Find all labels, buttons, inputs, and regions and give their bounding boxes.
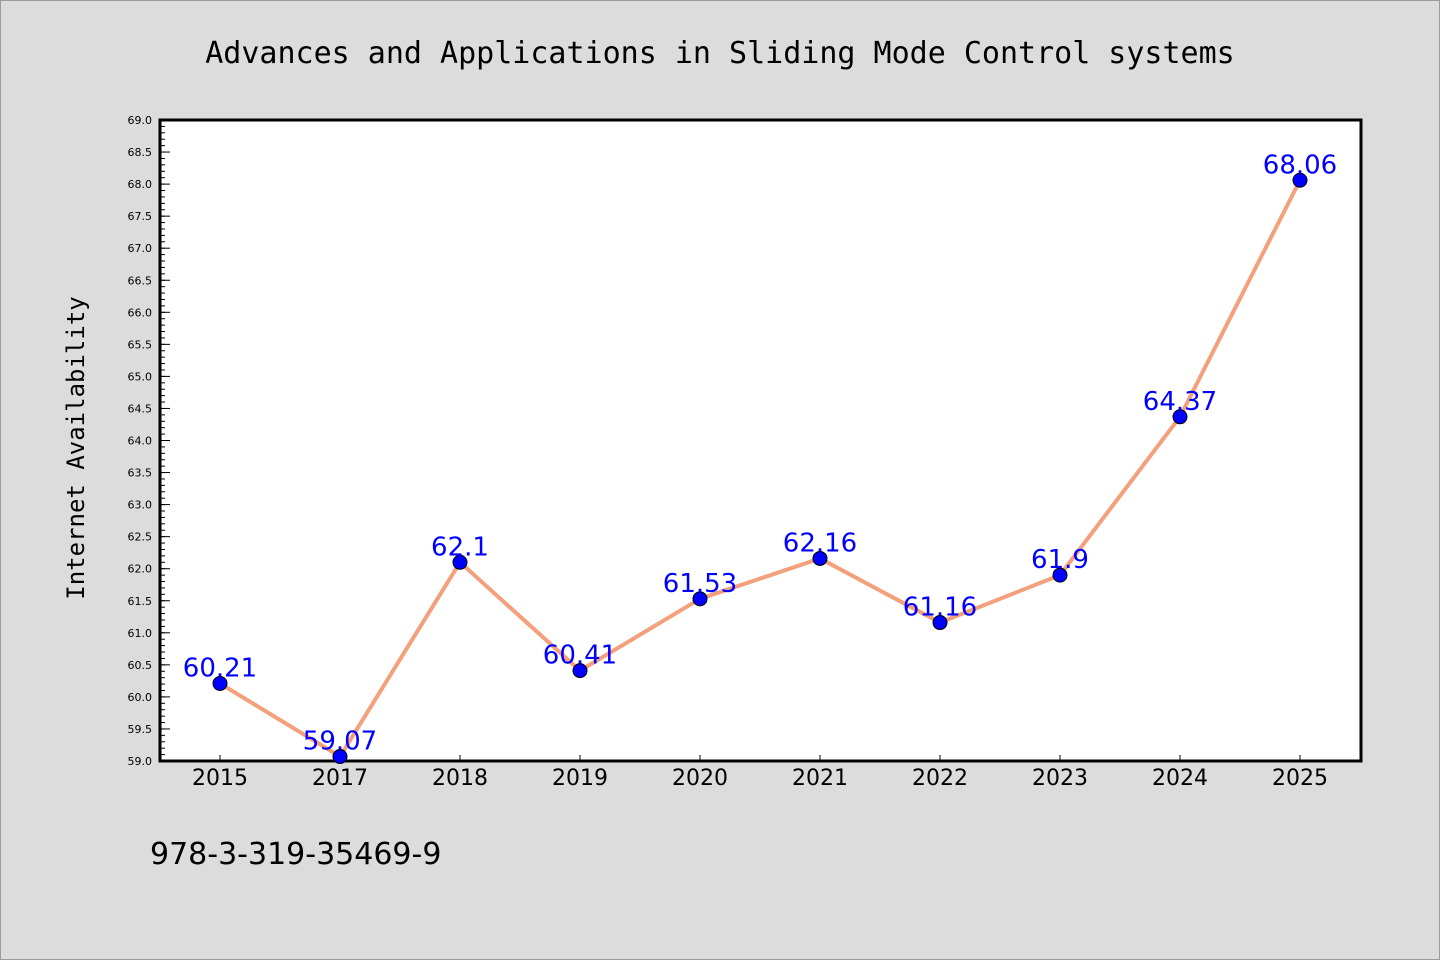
y-tick-label: 63.5 bbox=[128, 467, 153, 480]
data-label: 61.16 bbox=[903, 593, 977, 623]
series-line bbox=[218, 179, 1302, 759]
y-tick-label: 67.0 bbox=[128, 242, 153, 255]
data-label: 61.9 bbox=[1031, 545, 1089, 575]
data-label: 64.37 bbox=[1143, 387, 1217, 417]
x-tick-label: 2021 bbox=[792, 766, 848, 791]
data-label: 62.1 bbox=[431, 532, 489, 562]
y-tick-label: 66.0 bbox=[128, 306, 153, 319]
y-tick-label: 64.0 bbox=[128, 435, 153, 448]
y-tick-label: 60.5 bbox=[128, 659, 153, 672]
x-tick-label: 2024 bbox=[1152, 766, 1208, 791]
y-axis-label: Internet Availability bbox=[62, 296, 90, 599]
y-tick-label: 60.0 bbox=[128, 691, 153, 704]
data-label: 60.21 bbox=[183, 653, 257, 683]
y-tick-label: 59.0 bbox=[128, 755, 153, 768]
y-tick-label: 65.5 bbox=[128, 338, 153, 351]
x-tick-label: 2015 bbox=[192, 766, 248, 791]
data-label: 59.07 bbox=[303, 727, 377, 757]
data-point bbox=[1172, 409, 1188, 425]
y-tick-label: 68.5 bbox=[128, 146, 153, 159]
y-tick-label: 68.0 bbox=[128, 178, 153, 191]
data-label: 62.16 bbox=[783, 528, 857, 558]
x-tick-label: 2022 bbox=[912, 766, 968, 791]
x-tick-label: 2025 bbox=[1272, 766, 1328, 791]
data-point bbox=[1292, 172, 1308, 188]
x-tick-label: 2017 bbox=[312, 766, 368, 791]
x-tick-label: 2018 bbox=[432, 766, 488, 791]
y-tick-label: 62.5 bbox=[128, 531, 153, 544]
y-tick-label: 61.5 bbox=[128, 595, 153, 608]
y-tick-label: 66.5 bbox=[128, 274, 153, 287]
series-layer bbox=[212, 172, 1308, 765]
data-point bbox=[452, 554, 468, 570]
isbn-footer: 978-3-319-35469-9 bbox=[150, 837, 441, 872]
chart-title: Advances and Applications in Sliding Mod… bbox=[205, 36, 1235, 71]
data-point bbox=[332, 749, 348, 765]
data-point bbox=[812, 550, 828, 566]
x-tick-label: 2020 bbox=[672, 766, 728, 791]
data-point bbox=[572, 663, 588, 679]
data-label: 68.06 bbox=[1263, 150, 1337, 180]
x-tick-label: 2023 bbox=[1032, 766, 1088, 791]
y-tick-label: 63.0 bbox=[128, 499, 153, 512]
y-tick-label: 61.0 bbox=[128, 627, 153, 640]
y-tick-label: 69.0 bbox=[128, 114, 153, 127]
y-tick-label: 62.0 bbox=[128, 563, 153, 576]
y-tick-label: 67.5 bbox=[128, 210, 153, 223]
data-point bbox=[212, 675, 228, 691]
y-tick-label: 64.5 bbox=[128, 402, 153, 415]
x-axis: 2015 2017 2018 2019 2020 2021 2022 2023 2024 2025 bbox=[192, 755, 1328, 791]
plot-area bbox=[158, 118, 1363, 763]
data-labels: 60.21 59.07 62.1 60.41 61.53 62.16 61.16 61.9 64… bbox=[183, 150, 1337, 756]
x-tick-label: 2019 bbox=[552, 766, 608, 791]
data-label: 61.53 bbox=[663, 569, 737, 599]
y-tick-label: 65.0 bbox=[128, 370, 153, 383]
data-point bbox=[692, 591, 708, 607]
y-axis: 59.0 59.5 60.0 60.5 61.0 61.5 62.0 62.5 63.0 63.5… bbox=[128, 114, 170, 768]
data-point bbox=[932, 615, 948, 631]
y-tick-label: 59.5 bbox=[128, 723, 153, 736]
data-label: 60.41 bbox=[543, 641, 617, 671]
data-point bbox=[1052, 567, 1068, 583]
